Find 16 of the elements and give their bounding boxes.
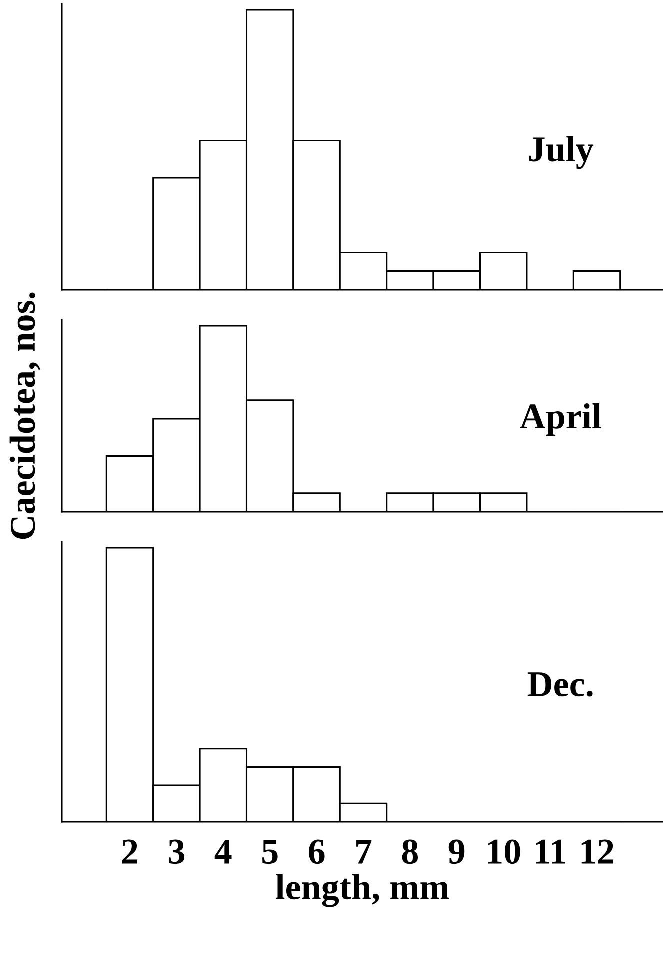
x-tick-label: 6 [309,840,325,864]
x-tick-label: 11 [536,840,566,864]
x-tick-label: 10 [488,840,520,864]
x-tick-label: 9 [448,840,465,864]
y-axis-title: Caecidotea, nos. [10,292,40,540]
x-tick-label: 7 [356,840,372,864]
annotation: Dec. [528,672,593,697]
x-tick-label: 2 [122,840,138,864]
x-tick-label: 12 [582,840,614,864]
x-tick-label: 3 [169,840,184,864]
x-axis-title: length, mm [276,874,450,908]
x-tick-label: 5 [262,840,278,864]
annotation: July [529,136,594,170]
x-tick-label: 4 [214,840,232,864]
annotation: April [520,403,602,436]
x-tick-label: 8 [402,840,418,864]
